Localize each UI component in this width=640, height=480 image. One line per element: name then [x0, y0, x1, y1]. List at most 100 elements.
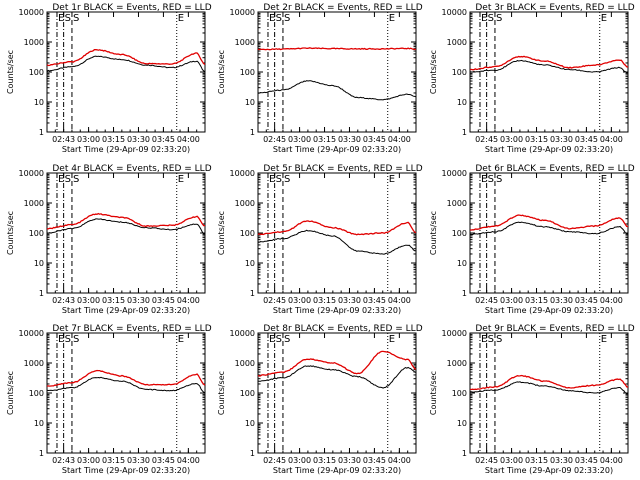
x-tick-label: 03:30 — [127, 296, 150, 305]
x-tick-label: 03:00 — [288, 456, 311, 465]
events-series-line — [469, 59, 629, 74]
y-tick-label: 10000 — [230, 329, 255, 338]
x-tick-label: 03:15 — [525, 296, 548, 305]
panel-8: Det 8r BLACK = Events, RED = LLD 1 10 100 10… — [217, 324, 423, 475]
y-tick-label: 10 — [245, 98, 255, 107]
panel-title: Det 1r BLACK = Events, RED = LLD — [52, 3, 211, 13]
x-tick-label: 03:30 — [550, 135, 573, 144]
marker-label: S — [284, 13, 290, 24]
y-tick-label: 10 — [457, 419, 467, 428]
x-tick-label: 04:00 — [600, 456, 623, 465]
events-series-line — [47, 218, 206, 235]
y-axis-label: Counts/sec — [217, 50, 226, 94]
panel-title: Det 9r BLACK = Events, RED = LLD — [475, 324, 634, 334]
y-tick-label: 10 — [34, 259, 44, 268]
panel-title: Det 7r BLACK = Events, RED = LLD — [52, 324, 211, 334]
events-series-line — [258, 229, 417, 255]
y-tick-label: 100 — [29, 229, 44, 238]
events-series-line — [46, 55, 206, 73]
x-axis-label: Start Time (29-Apr-09 02:33:20) — [273, 306, 401, 315]
y-tick-label: 1000 — [24, 199, 44, 208]
marker-label: S — [496, 334, 502, 345]
lld-series-line — [257, 47, 417, 51]
marker-label: E — [481, 334, 487, 345]
marker-label: E — [269, 13, 275, 24]
marker-label: E — [601, 13, 607, 24]
marker-label: E — [389, 13, 395, 24]
y-tick-label: 10000 — [19, 329, 44, 338]
y-tick-label: 100 — [452, 68, 467, 77]
marker-label: S — [284, 334, 290, 345]
marker-label: E — [481, 174, 487, 185]
x-tick-label: 02:43 — [52, 456, 75, 465]
y-tick-label: 1000 — [235, 199, 255, 208]
y-tick-label: 100 — [452, 389, 467, 398]
y-axis-label: Counts/sec — [6, 50, 15, 94]
y-tick-label: 100 — [29, 68, 44, 77]
x-tick-label: 04:00 — [177, 296, 200, 305]
y-tick-label: 1000 — [24, 359, 44, 368]
panel-title: Det 2r BLACK = Events, RED = LLD — [263, 3, 422, 13]
y-tick-label: 1 — [39, 289, 44, 298]
y-tick-label: 10 — [245, 419, 255, 428]
marker-label: E — [178, 334, 184, 345]
x-tick-label: 04:00 — [177, 135, 200, 144]
events-series-line — [257, 365, 417, 389]
y-axis-label: Counts/sec — [429, 50, 438, 94]
panel-2: Det 2r BLACK = Events, RED = LLD 1 10 100 10… — [217, 3, 423, 154]
marker-label: S — [276, 334, 282, 345]
y-axis-label: Counts/sec — [6, 211, 15, 255]
x-tick-label: 03:15 — [102, 296, 125, 305]
y-tick-label: 10000 — [442, 329, 467, 338]
y-tick-label: 1000 — [447, 38, 467, 47]
marker-label: S — [276, 174, 282, 185]
panel-title: Det 6r BLACK = Events, RED = LLD — [475, 164, 634, 174]
panel-1: Det 1r BLACK = Events, RED = LLD 1 10 100 10… — [6, 3, 212, 154]
plot-frame — [257, 11, 417, 133]
plot-frame — [46, 11, 206, 133]
marker-label: E — [58, 174, 64, 185]
x-tick-label: 03:30 — [127, 456, 150, 465]
lld-series-line — [470, 214, 629, 231]
x-tick-label: 03:30 — [550, 456, 573, 465]
x-tick-label: 03:45 — [575, 456, 598, 465]
y-tick-label: 1000 — [447, 359, 467, 368]
plot-frame — [46, 172, 206, 294]
marker-label: S — [73, 13, 79, 24]
marker-label: E — [601, 174, 607, 185]
y-axis-label: Counts/sec — [429, 371, 438, 415]
x-tick-label: 03:45 — [152, 135, 175, 144]
marker-label: S — [284, 174, 290, 185]
marker-label: S — [488, 174, 494, 185]
marker-label: E — [178, 174, 184, 185]
x-tick-label: 03:45 — [363, 135, 386, 144]
x-tick-label: 04:00 — [600, 135, 623, 144]
y-tick-label: 10000 — [442, 8, 467, 17]
x-axis-label: Start Time (29-Apr-09 02:33:20) — [485, 466, 613, 475]
y-tick-label: 100 — [452, 229, 467, 238]
x-axis-label: Start Time (29-Apr-09 02:33:20) — [62, 466, 190, 475]
panel-title: Det 4r BLACK = Events, RED = LLD — [52, 164, 211, 174]
y-tick-label: 100 — [29, 389, 44, 398]
x-tick-label: 02:45 — [263, 456, 286, 465]
marker-label: E — [389, 174, 395, 185]
x-axis-label: Start Time (29-Apr-09 02:33:20) — [485, 145, 613, 154]
y-tick-label: 1 — [250, 289, 255, 298]
plot-frame — [257, 172, 417, 294]
panel-title: Det 3r BLACK = Events, RED = LLD — [475, 3, 634, 13]
y-axis-label: Counts/sec — [217, 371, 226, 415]
y-axis-label: Counts/sec — [429, 211, 438, 255]
plot-frame — [469, 11, 629, 133]
plot-frame — [46, 332, 206, 454]
marker-label: S — [276, 13, 282, 24]
y-tick-label: 1 — [250, 128, 255, 137]
y-tick-label: 1 — [462, 289, 467, 298]
lld-series-line — [47, 212, 205, 230]
x-tick-label: 04:00 — [388, 135, 411, 144]
events-series-line — [257, 80, 417, 101]
y-tick-label: 10000 — [230, 8, 255, 17]
panel-7: Det 7r BLACK = Events, RED = LLD 1 10 100 10… — [6, 324, 212, 475]
plot-frame — [469, 332, 629, 454]
x-tick-label: 03:30 — [338, 456, 361, 465]
x-axis-label: Start Time (29-Apr-09 02:33:20) — [485, 306, 613, 315]
